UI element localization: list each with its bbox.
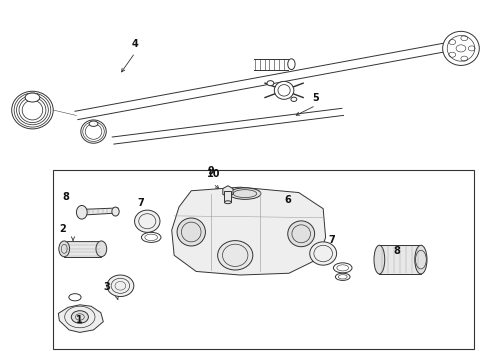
Text: 7: 7 bbox=[137, 198, 144, 208]
Ellipse shape bbox=[229, 188, 261, 199]
Bar bbox=[64, 241, 101, 257]
Ellipse shape bbox=[442, 31, 479, 66]
Text: 4: 4 bbox=[132, 39, 139, 49]
Ellipse shape bbox=[415, 245, 427, 274]
Ellipse shape bbox=[224, 201, 231, 204]
Ellipse shape bbox=[76, 206, 87, 219]
Text: 1: 1 bbox=[75, 315, 82, 324]
Ellipse shape bbox=[267, 81, 274, 86]
Polygon shape bbox=[58, 305, 103, 332]
Ellipse shape bbox=[333, 263, 352, 273]
Text: 6: 6 bbox=[284, 195, 291, 205]
Ellipse shape bbox=[291, 97, 297, 102]
Ellipse shape bbox=[335, 273, 350, 280]
Polygon shape bbox=[81, 208, 118, 215]
Text: 10: 10 bbox=[206, 169, 220, 179]
Text: 5: 5 bbox=[313, 93, 319, 103]
Ellipse shape bbox=[107, 275, 134, 297]
Ellipse shape bbox=[374, 245, 385, 274]
Text: 3: 3 bbox=[103, 282, 110, 292]
Ellipse shape bbox=[81, 120, 106, 143]
Bar bbox=[379, 245, 421, 274]
Ellipse shape bbox=[12, 91, 53, 129]
Ellipse shape bbox=[142, 232, 161, 242]
Text: 8: 8 bbox=[62, 192, 69, 202]
Bar bbox=[53, 170, 474, 349]
Text: 8: 8 bbox=[393, 246, 400, 256]
Bar bbox=[224, 192, 231, 202]
Ellipse shape bbox=[218, 240, 253, 270]
Ellipse shape bbox=[177, 218, 205, 246]
Ellipse shape bbox=[25, 93, 40, 102]
Ellipse shape bbox=[72, 311, 88, 323]
Ellipse shape bbox=[274, 81, 294, 99]
Text: 7: 7 bbox=[328, 235, 335, 244]
Ellipse shape bbox=[96, 241, 107, 257]
Ellipse shape bbox=[310, 242, 337, 265]
Ellipse shape bbox=[288, 221, 315, 247]
Polygon shape bbox=[223, 186, 233, 197]
Ellipse shape bbox=[69, 294, 81, 301]
Ellipse shape bbox=[135, 210, 160, 232]
Ellipse shape bbox=[112, 207, 119, 216]
Ellipse shape bbox=[89, 121, 98, 126]
Text: 2: 2 bbox=[59, 224, 66, 234]
Ellipse shape bbox=[288, 59, 295, 69]
Ellipse shape bbox=[59, 241, 70, 257]
Polygon shape bbox=[172, 187, 326, 275]
Text: 9: 9 bbox=[207, 166, 214, 176]
